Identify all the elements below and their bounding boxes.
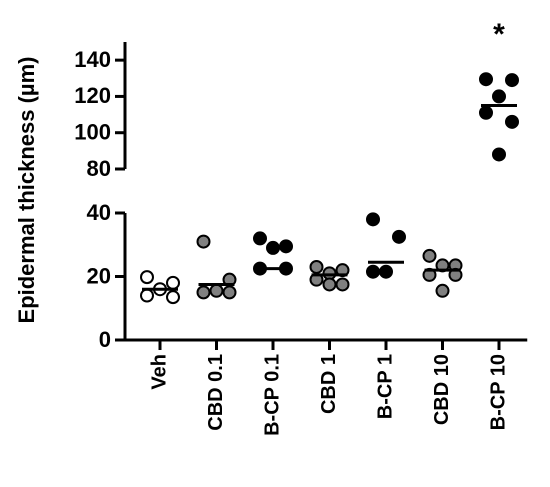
data-point (322, 277, 337, 292)
x-tick-label: CBD 10 (431, 354, 453, 425)
data-point (366, 264, 380, 279)
data-point (435, 283, 450, 298)
significance-marker: * (493, 18, 505, 51)
data-point (166, 290, 180, 305)
y-tick-label: 80 (87, 156, 111, 181)
data-point (222, 285, 237, 300)
data-point (392, 229, 406, 244)
data-point (505, 114, 519, 129)
data-point (196, 285, 211, 300)
data-point (479, 72, 493, 87)
data-point (422, 248, 437, 263)
data-point (209, 283, 224, 298)
data-point (335, 277, 350, 292)
y-tick-label: 0 (99, 327, 111, 352)
x-tick-label: B-CP 1 (374, 354, 396, 419)
data-point (253, 231, 267, 246)
data-point (196, 234, 211, 249)
data-point (505, 73, 519, 88)
x-tick-label: B-CP 10 (487, 354, 509, 430)
data-point (140, 270, 154, 285)
y-tick-label: 140 (74, 47, 111, 72)
x-tick-label: CBD 1 (318, 354, 340, 414)
data-point (492, 89, 506, 104)
data-point (366, 212, 380, 227)
data-point (266, 240, 280, 255)
y-tick-label: 100 (74, 120, 111, 145)
x-tick-label: Veh (148, 354, 170, 390)
data-point (279, 239, 293, 254)
data-point (492, 147, 506, 162)
x-tick-label: B-CP 0.1 (261, 354, 283, 436)
x-tick-label: CBD 0.1 (205, 354, 227, 431)
y-axis-label: Epidermal thickness (µm) (14, 57, 39, 324)
data-point (479, 105, 493, 120)
y-tick-label: 120 (74, 83, 111, 108)
data-point (140, 288, 154, 303)
data-point (166, 275, 180, 290)
y-tick-label: 40 (87, 200, 111, 225)
data-point (379, 264, 393, 279)
y-tick-label: 20 (87, 263, 111, 288)
data-point (309, 259, 324, 274)
